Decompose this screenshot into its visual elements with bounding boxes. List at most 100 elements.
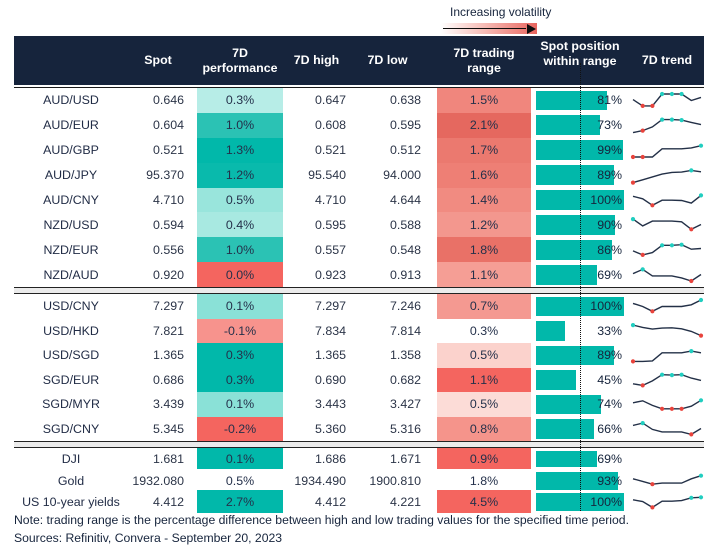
spot-value: 4.412	[152, 494, 184, 509]
table-row: USD/CNY 7.297 0.1% 7.297 7.246 0.7% 100%	[14, 294, 704, 319]
performance-cell: 0.1%	[197, 294, 283, 319]
trading-range-cell: 1.2%	[437, 212, 531, 238]
high-value: 4.412	[314, 494, 346, 509]
spot-value: 1932.080	[132, 473, 184, 488]
pair-label: Gold	[57, 473, 85, 488]
volatility-legend: Increasing volatility	[441, 5, 551, 34]
table-row: Gold 1932.080 0.5% 1934.490 1900.810 1.8% 93%	[14, 469, 704, 490]
position-bar-cell: 90%	[536, 212, 624, 237]
position-bar-cell: 89%	[536, 163, 624, 188]
low-value: 0.913	[389, 267, 421, 282]
pair-label: DJI	[61, 451, 81, 466]
position-bar	[536, 370, 576, 390]
trend-sparkline	[630, 88, 704, 113]
pair-label: AUD/EUR	[43, 118, 99, 133]
low-value: 7.814	[389, 323, 421, 338]
low-value: 1.671	[389, 451, 421, 466]
position-bar-cell: 93%	[536, 469, 624, 492]
low-value: 5.316	[389, 421, 421, 436]
trend-sparkline	[630, 237, 704, 262]
position-label: 69%	[597, 451, 622, 466]
position-bar-cell: 69%	[536, 448, 624, 469]
pair-label: SGD/CNY	[42, 421, 100, 436]
trading-range-cell: 0.3%	[469, 323, 499, 338]
sources-text: Sources: Refinitiv, Convera - September …	[14, 531, 283, 545]
trend-sparkline	[630, 343, 704, 368]
table-row: USD/HKD 7.821 -0.1% 7.834 7.814 0.3% 33%	[14, 318, 704, 344]
performance-cell: 1.0%	[197, 112, 283, 138]
low-value: 94.000	[383, 168, 421, 183]
pair-label: USD/HKD	[43, 323, 99, 338]
table-body: AUD/USD 0.646 0.3% 0.647 0.638 1.5% 81% AUD/EUR…	[14, 87, 704, 514]
performance-cell: 0.1%	[197, 448, 283, 470]
position-bar-cell: 86%	[536, 237, 624, 262]
pair-label: AUD/GBP	[43, 143, 99, 158]
position-bar	[536, 471, 618, 490]
trading-range-cell: 0.5%	[437, 343, 531, 368]
spot-value: 4.710	[152, 193, 184, 207]
trend-sparkline	[630, 319, 704, 344]
trading-range-cell: 0.8%	[437, 416, 531, 442]
high-value: 95.540	[308, 168, 346, 183]
low-value: 0.682	[389, 372, 421, 387]
high-value: 7.834	[314, 323, 346, 338]
spot-value: 0.556	[152, 242, 184, 257]
trend-sparkline	[630, 212, 704, 237]
trading-range-cell: 1.6%	[437, 162, 531, 188]
table-row: NZD/EUR 0.556 1.0% 0.557 0.548 1.8% 86%	[14, 237, 704, 263]
pair-label: NZD/AUD	[43, 267, 99, 282]
trading-range-cell: 1.1%	[437, 367, 531, 393]
spot-value: 0.920	[152, 267, 184, 282]
spot-value: 3.439	[152, 397, 184, 412]
trading-range-cell: 1.5%	[437, 88, 531, 113]
table-row: SGD/MYR 3.439 0.1% 3.443 3.427 0.5% 74%	[14, 392, 704, 417]
low-value: 0.638	[389, 93, 421, 108]
low-value: 3.427	[389, 397, 421, 412]
position-bar-cell: 99%	[536, 138, 624, 163]
low-value: 0.548	[389, 242, 421, 257]
low-value: 0.588	[389, 217, 421, 232]
trading-range-cell: 0.9%	[437, 448, 531, 470]
trend-sparkline	[630, 113, 704, 138]
pair-label: USD/SGD	[42, 348, 100, 363]
header-7d-trend: 7D trend	[641, 53, 693, 67]
performance-cell: 0.5%	[197, 187, 283, 213]
section-separator	[14, 441, 704, 449]
trading-range-cell: 2.1%	[437, 112, 531, 138]
position-bar-cell: 89%	[536, 343, 624, 368]
performance-cell: 0.1%	[197, 392, 283, 417]
header-blank	[14, 36, 128, 85]
high-value: 5.360	[314, 421, 346, 436]
header-spot: Spot	[144, 53, 172, 67]
pair-label: NZD/EUR	[43, 242, 99, 257]
trading-range-cell: 1.8%	[469, 473, 499, 488]
position-bar	[536, 214, 616, 235]
performance-cell: 0.3%	[197, 343, 283, 368]
position-bar	[536, 90, 608, 111]
trading-range-cell: 1.1%	[437, 262, 531, 288]
trend-sparkline	[630, 294, 704, 319]
high-value: 0.521	[314, 143, 346, 158]
position-bar	[536, 264, 597, 285]
high-value: 0.595	[314, 217, 346, 232]
position-bar-cell: 81%	[536, 88, 624, 113]
arrow-line	[443, 27, 526, 30]
pair-label: SGD/MYR	[42, 397, 100, 412]
table-header: Spot 7D performance 7D high 7D low 7D tr…	[14, 36, 704, 85]
trend-sparkline	[630, 368, 704, 393]
high-value: 1934.490	[294, 473, 346, 488]
low-value: 0.595	[389, 118, 421, 133]
spot-value: 1.365	[152, 348, 184, 363]
position-bar-cell: 69%	[536, 262, 624, 287]
trend-sparkline	[630, 469, 704, 492]
performance-cell: 1.0%	[197, 237, 283, 263]
high-value: 0.557	[314, 242, 346, 257]
position-label: 100%	[590, 193, 622, 207]
performance-cell: 0.5%	[225, 473, 255, 488]
pair-label: USD/CNY	[43, 299, 99, 314]
volatility-legend-label: Increasing volatility	[450, 5, 552, 19]
low-value: 4.644	[389, 193, 421, 207]
header-7d-high: 7D high	[293, 53, 340, 67]
performance-cell: -0.2%	[197, 416, 283, 442]
table-row: SGD/CNY 5.345 -0.2% 5.360 5.316 0.8% 66%	[14, 416, 704, 442]
